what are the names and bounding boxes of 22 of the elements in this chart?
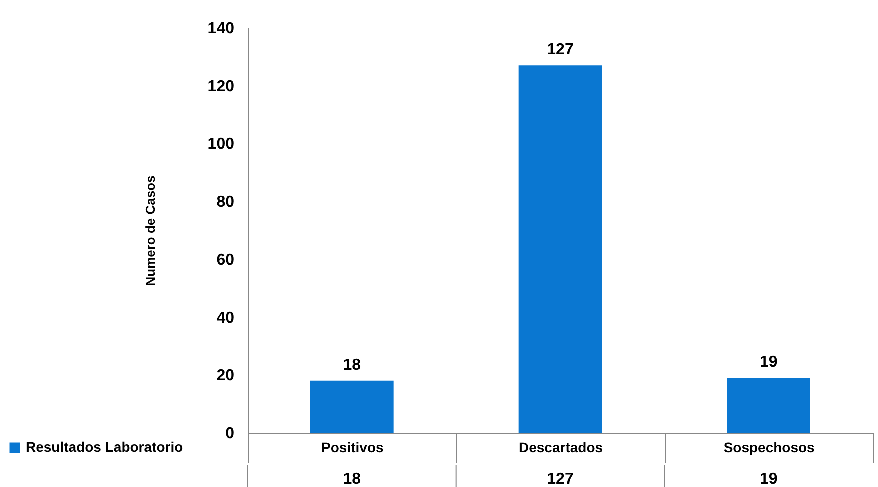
text: 19 [760,354,778,372]
x-tick-label: Descartados [518,440,604,456]
y-axis-title: Numero de Casos [142,176,158,286]
y-tick-label: 20 [216,368,235,385]
y-tick-label: 60 [216,252,235,269]
x-tick-label: Sospechosos [724,440,816,456]
data-label: 19 [760,471,778,487]
bar [310,380,394,433]
data-label: 127 [547,471,574,487]
data-label: 18 [343,471,362,487]
bar [518,66,602,433]
y-tick-label: 140 [208,20,235,38]
text: 127 [547,42,574,59]
y-tick-label: 120 [208,78,235,96]
text: 18 [343,356,362,374]
bar [727,378,810,433]
y-tick-label: 40 [216,310,235,327]
y-tick-label: 100 [208,136,235,154]
x-tick-label: Positivos [322,440,384,456]
legend-label: Resultados Laboratorio [26,439,184,455]
y-tick-label: 80 [216,194,235,212]
y-tick-label: 0 [226,426,235,442]
